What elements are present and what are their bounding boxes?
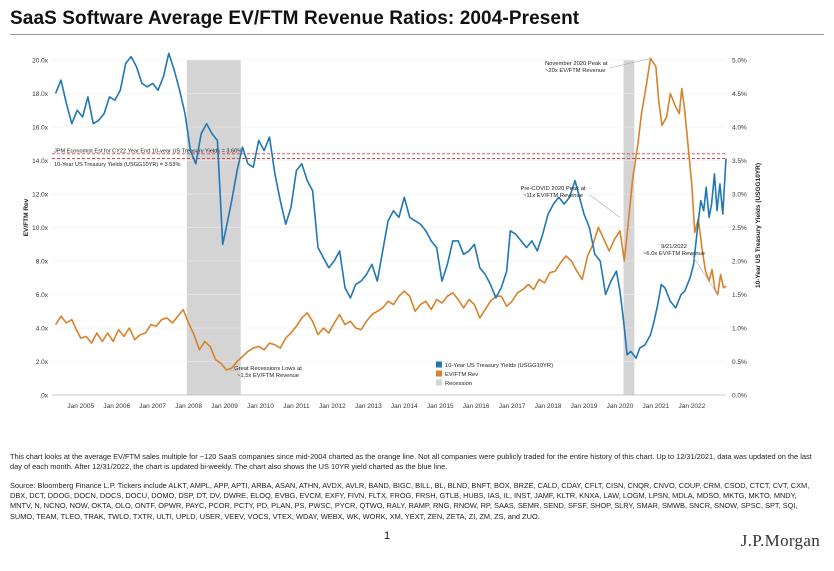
left-tick-label: 18.0x [32,91,49,98]
treasury-yield-series-line [54,52,727,359]
annotation-label: ~20x EV/FTM Revenue [545,68,605,74]
right-tick-label: 4.0% [732,125,747,132]
series-lines [54,52,727,371]
right-tick-label: 4.5% [732,91,747,98]
right-tick-label: 5.0% [732,58,747,65]
x-tick-label: Jan 2009 [211,403,238,410]
right-tick-label: 0.5% [732,359,747,366]
page-number: 1 [384,530,391,542]
legend-label: EV/FTM Rev [445,372,478,378]
left-axis-title: EV/FTM Rev [23,198,30,236]
right-tick-label: 1.0% [732,326,747,333]
x-tick-label: Jan 2007 [139,403,166,410]
x-tick-label: Jan 2018 [535,403,562,410]
right-tick-label: 0.0% [732,393,747,400]
x-tick-label: Jan 2014 [391,403,418,410]
right-tick-label: 3.0% [732,192,747,199]
left-tick-label: 20.0x [32,58,49,65]
left-tick-label: 8.0x [36,259,49,266]
left-tick-label: 16.0x [32,125,49,132]
left-tick-label: 2.0x [36,359,49,366]
left-tick-label: 10.0x [32,225,49,232]
chart-footnote: This chart looks at the average EV/FTM s… [10,452,812,472]
reference-line-label: 10-Year US Treasury Yields (USGG10YR) = … [54,162,181,168]
x-tick-label: Jan 2012 [319,403,346,410]
right-tick-label: 2.5% [732,225,747,232]
annotation-leader [228,369,239,372]
right-axis-title: 10-Year US Treasury Yields (USGG10YR) [755,163,762,288]
annotation-label: November 2020 Peak at [545,61,608,67]
jpmorgan-logo: J.P.Morgan [740,531,820,550]
ev-ftm-series-line [54,57,727,371]
x-tick-label: Jan 2016 [463,403,490,410]
x-tick-label: Jan 2017 [499,403,526,410]
left-tick-label: 4.0x [36,326,49,333]
right-tick-label: 3.5% [732,158,747,165]
source-note: Source: Bloomberg Finance L.P. Tickers i… [10,481,810,521]
reference-lines: JPM Economist Est for CY22 Year End 10-y… [52,148,726,168]
reference-line-label: JPM Economist Est for CY22 Year End 10-y… [54,148,242,154]
legend-swatch [436,361,442,368]
annotation-label: ~11x EV/FTM Revenue [523,193,583,199]
left-tick-label: 12.0x [32,192,49,199]
legend-swatch [436,370,442,377]
chart-legend: 10-Year US Treasury Yields (USGG10YR) EV/… [436,361,553,387]
annotation-leader [609,58,651,69]
x-tick-label: Jan 2005 [67,403,94,410]
title-divider [10,34,824,35]
x-tick-label: Jan 2008 [175,403,202,410]
page-title: SaaS Software Average EV/FTM Revenue Rat… [10,8,580,29]
x-tick-label: Jan 2019 [571,403,598,410]
x-tick-label: Jan 2011 [283,403,310,410]
left-tick-label: .0x [39,393,48,400]
ev-ftm-chart: JPM Economist Est for CY22 Year End 10-y… [23,52,762,411]
annotation-label: 9/21/2022 [661,244,687,250]
right-tick-label: 2.0% [732,259,747,266]
x-tick-label: Jan 2006 [103,403,130,410]
annotations: November 2020 Peak at~20x EV/FTM Revenue… [228,58,718,379]
right-tick-label: 1.5% [732,292,747,299]
x-tick-label: Jan 2021 [643,403,670,410]
left-tick-label: 6.0x [36,292,49,299]
annotation-label: Pre-COVID 2020 Peak at [520,186,585,192]
legend-label: 10-Year US Treasury Yields (USGG10YR) [445,363,553,369]
x-tick-label: Jan 2015 [427,403,454,410]
left-tick-label: 14.0x [32,158,49,165]
annotation-label: ~1.5x EV/FTM Revenue [237,373,299,379]
x-tick-label: Jan 2020 [607,403,634,410]
x-tick-label: Jan 2022 [678,403,705,410]
axes: .0x 2.0x 4.0x 6.0x 8.0x 10.0x 12.0x 14.0x 16.0x 1… [23,58,762,411]
x-tick-label: Jan 2010 [247,403,274,410]
annotation-label: Great Recessions Lows at [234,366,302,372]
x-tick-label: Jan 2013 [355,403,382,410]
legend-label: Recession [445,381,472,387]
annotation-leader [589,194,621,218]
gridlines [52,59,726,396]
annotation-label: ~6.0x EV/FTM Revenue [643,251,705,257]
legend-swatch [436,379,442,386]
annotation-leader [689,251,718,295]
